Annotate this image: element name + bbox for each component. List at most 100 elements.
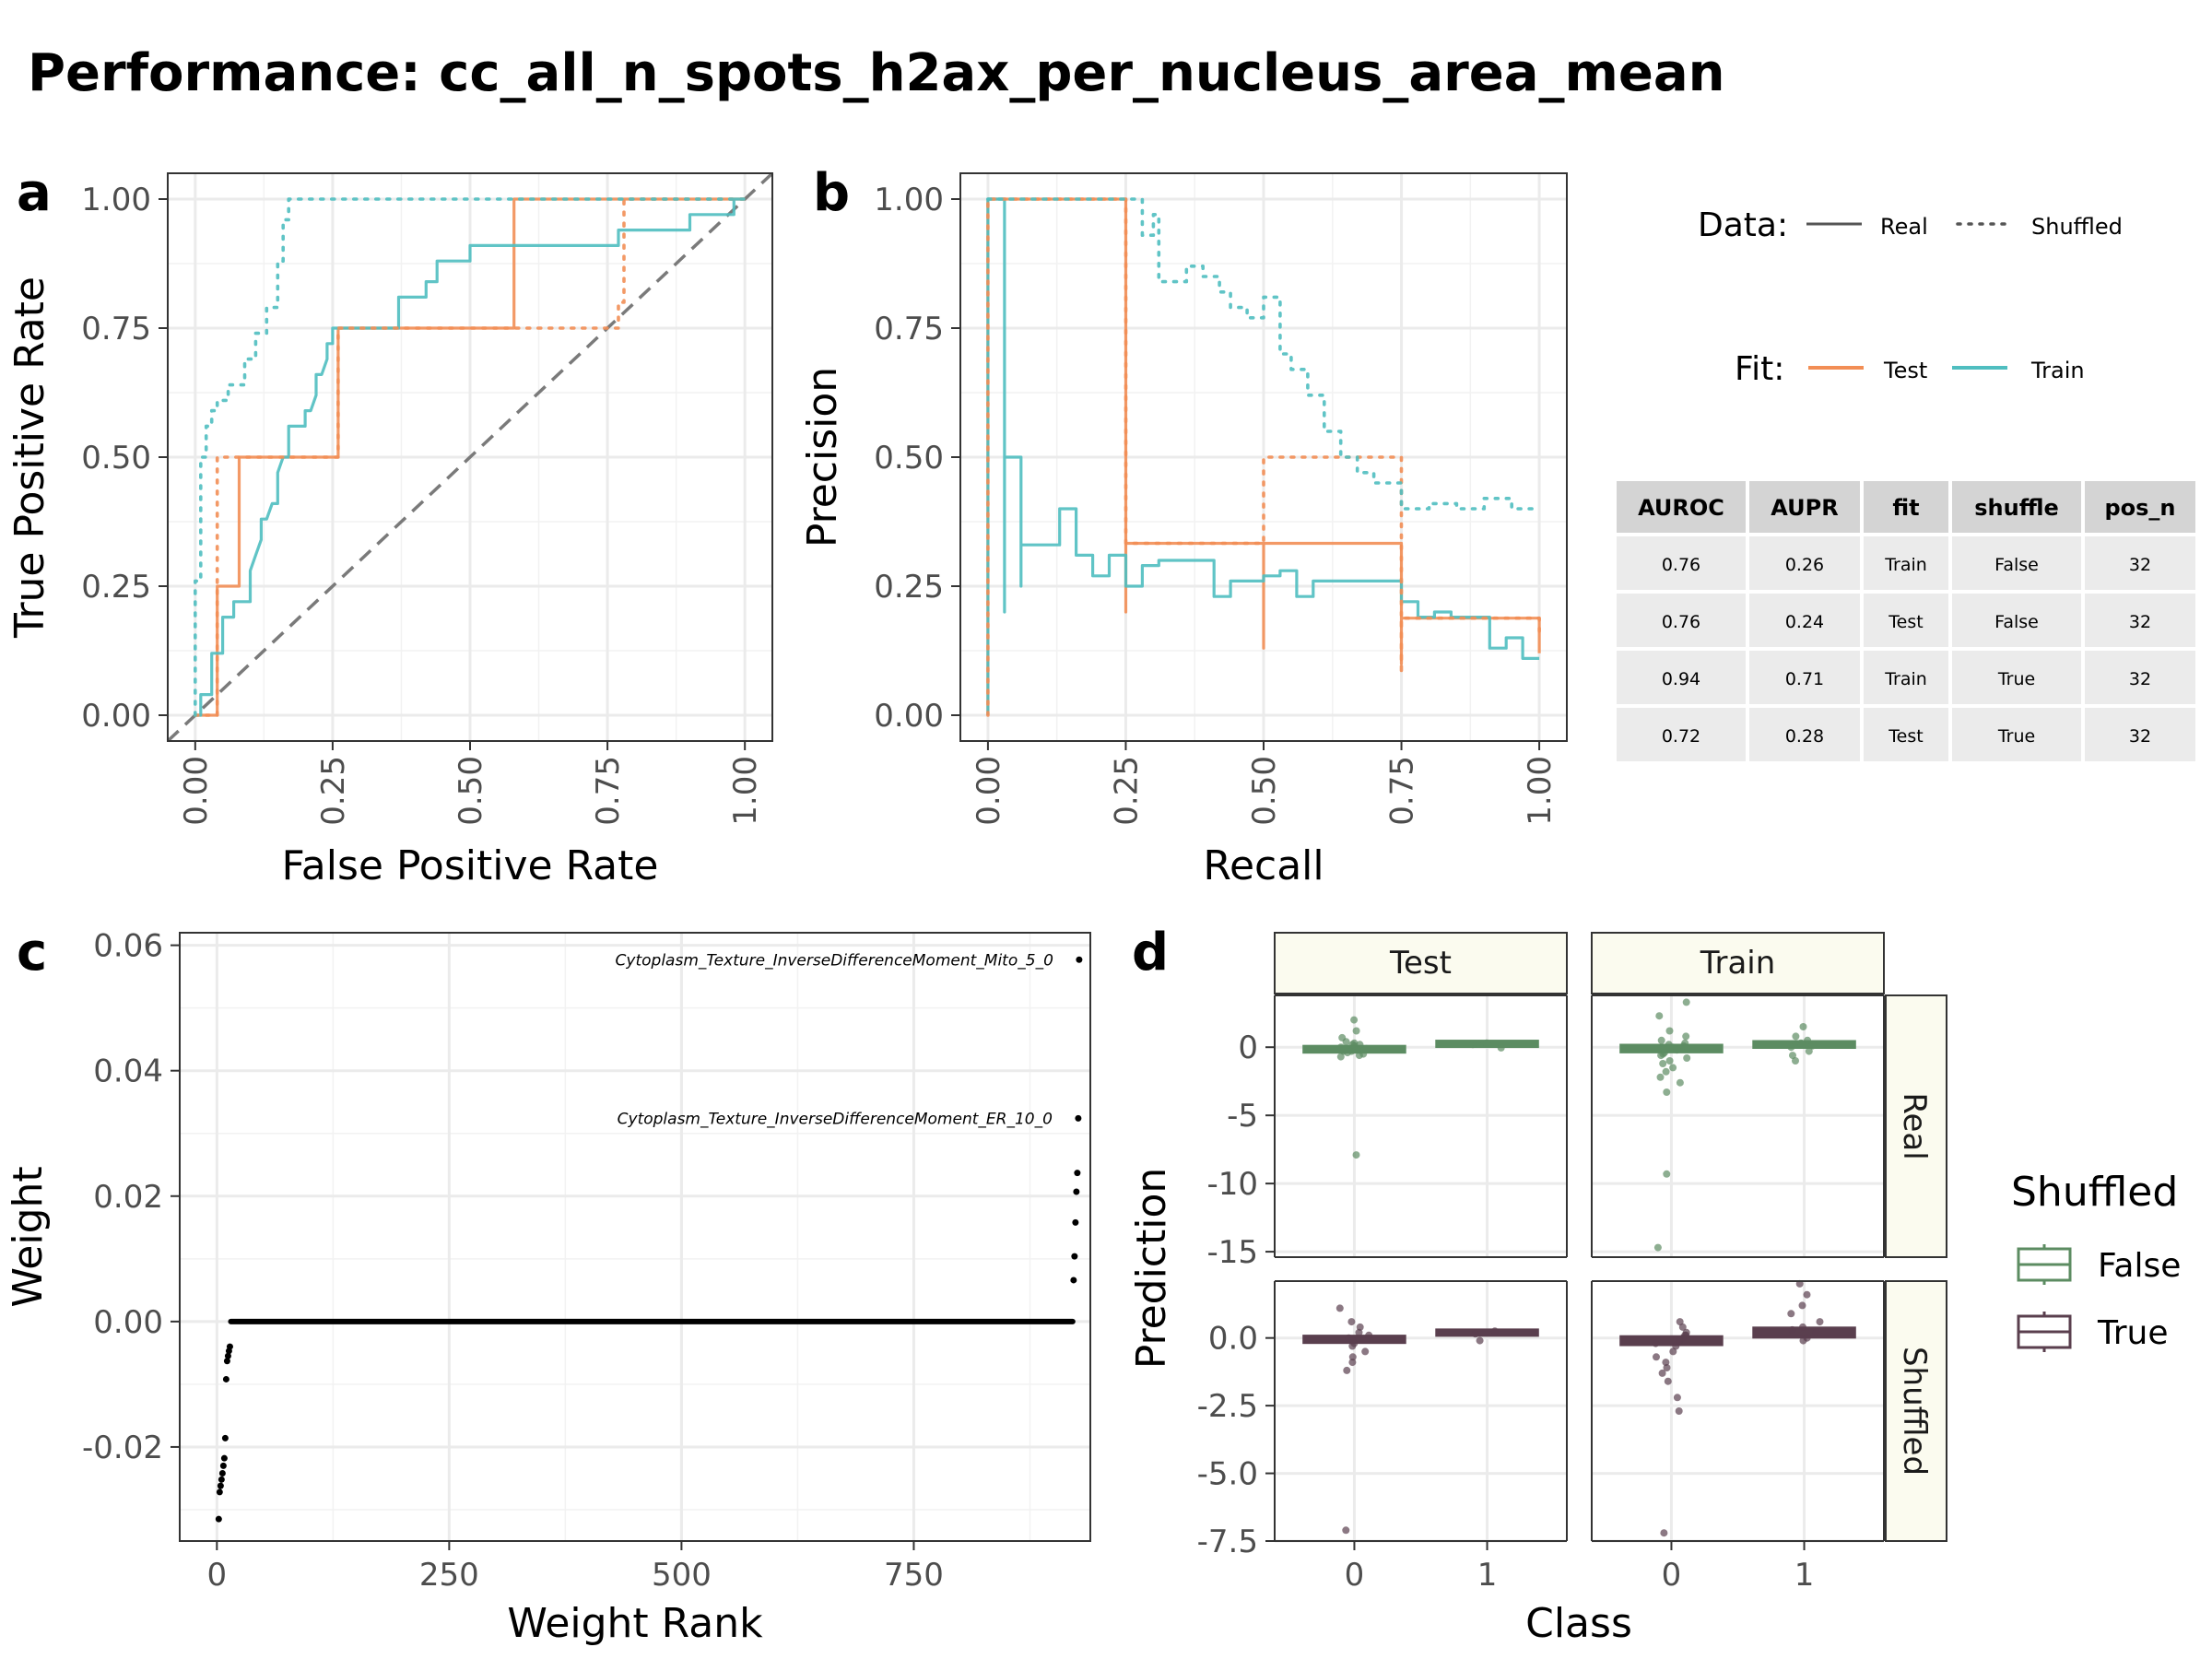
y-tick-label: -5.0 [1197, 1456, 1258, 1493]
facet-strip-test [1274, 932, 1568, 994]
panel-c: Cytoplasm_Texture_InverseDifferenceMomen… [5, 928, 1091, 1647]
jitter-point [1812, 1328, 1820, 1336]
table-cell-value: 32 [2129, 555, 2151, 575]
jitter-point [1348, 1359, 1357, 1367]
weight-point [221, 1434, 229, 1441]
jitter-point [1471, 1330, 1479, 1338]
jitter-point [1335, 1304, 1344, 1312]
jitter-point [1682, 998, 1690, 1006]
legend-shuffled-title: Shuffled [2011, 1169, 2178, 1216]
facet-strip-train [1591, 932, 1885, 994]
jitter-point [1799, 1323, 1806, 1331]
table-cell-value: Test [1888, 726, 1923, 747]
x-tick-label: 0 [1345, 1557, 1365, 1594]
y-tick-label: 0.25 [81, 569, 151, 606]
x-axis-label: False Positive Rate [282, 842, 659, 889]
jitter-point [1678, 1323, 1687, 1331]
jitter-point [1352, 1027, 1360, 1035]
legend-label-train: Train [2030, 358, 2085, 383]
x-tick-label: 0.25 [315, 756, 352, 826]
x-tick-label: 0 [1662, 1557, 1682, 1594]
weight-point [224, 1352, 231, 1359]
plot-background [180, 933, 1090, 1541]
jitter-point [1665, 1027, 1674, 1035]
table-cell-value: False [1994, 612, 2039, 632]
jitter-point [1788, 1325, 1796, 1334]
facet-strip-label: Shuffled [1896, 1347, 1933, 1476]
jitter-point [1663, 1170, 1671, 1178]
table-header-shuffle: shuffle [1974, 495, 2059, 521]
y-tick-label: 0.04 [93, 1053, 163, 1090]
table-cell-value: 32 [2129, 612, 2151, 632]
jitter-point [1355, 1052, 1363, 1060]
legend-fit-title: Fit: [1735, 350, 1784, 388]
jitter-point [1350, 1039, 1359, 1047]
jitter-point [1673, 1394, 1681, 1402]
jitter-point [1787, 1043, 1795, 1052]
plot-background [1592, 1281, 1884, 1541]
weight-point [1075, 1114, 1082, 1122]
metrics-table: AUROC AUPR fit shuffle pos_n 0.76 0.26 Train Fal… [1613, 477, 2199, 765]
legend-data-title: Data: [1698, 206, 1788, 244]
panel-label-c: c [17, 923, 47, 982]
facet-strip-label: Train [1700, 945, 1776, 982]
y-tick-label: -15 [1206, 1234, 1258, 1271]
x-tick-label: 0 [207, 1557, 228, 1594]
y-tick-label: -7.5 [1197, 1524, 1258, 1560]
table-cell-value: Train [1884, 669, 1927, 689]
jitter-point [1799, 1336, 1807, 1345]
table-cell [2081, 590, 2199, 651]
weight-point [222, 1375, 229, 1382]
weight-point [220, 1454, 228, 1462]
table-cell-value: 32 [2129, 726, 2151, 747]
jitter-point [1808, 1041, 1817, 1050]
legend-label-real: Real [1880, 214, 1928, 240]
table-cell [1948, 533, 2085, 594]
jitter-point [1342, 1038, 1350, 1046]
jitter-point [1664, 1377, 1672, 1385]
jitter-point [1663, 1364, 1671, 1371]
series-line-train-real [986, 197, 1540, 715]
jitter-point [1483, 1039, 1491, 1047]
x-tick-label: 750 [884, 1557, 944, 1594]
y-axis-label: True Positive Rate [6, 276, 53, 639]
panel-label-b: b [813, 163, 850, 223]
facet-strip-label: Real [1896, 1092, 1933, 1159]
weight-point [1076, 956, 1083, 963]
table-header-aupr: AUPR [1771, 495, 1838, 521]
jitter-point [1660, 1529, 1668, 1537]
y-tick-label: 0 [1238, 1030, 1258, 1066]
plot-background [1592, 995, 1884, 1257]
facet-panel [1591, 1279, 1885, 1543]
panel-b: 0.00 0.25 0.50 0.75 1.00 0.00 0.25 0.50 0.75 1.00… [799, 172, 1568, 889]
table-header-fit: fit [1892, 495, 1919, 521]
jitter-point [1676, 1336, 1683, 1345]
jitter-point [1356, 1041, 1364, 1049]
jitter-point [1679, 1041, 1688, 1050]
weight-point [1073, 1188, 1080, 1195]
jitter-point [1672, 1342, 1680, 1350]
table-cell-value: 0.24 [1785, 612, 1824, 632]
table-cell [2081, 647, 2199, 708]
plots-layer: 0.00 0.25 0.50 0.75 1.000.000.250.500.751.00… [5, 171, 1947, 1647]
feature-annotation: Cytoplasm_Texture_InverseDifferenceMomen… [618, 1110, 1053, 1128]
y-tick-label: 0.00 [81, 698, 151, 735]
jitter-point [1665, 1057, 1674, 1065]
panel-label-d: d [1132, 923, 1169, 982]
table-cell-value: 0.72 [1662, 726, 1700, 747]
jitter-point [1676, 1078, 1684, 1087]
y-tick-label: 0.0 [1208, 1321, 1258, 1358]
y-axis-label: Prediction [1128, 1168, 1175, 1370]
table-cell [1948, 590, 2085, 651]
table-cell-value: True [1997, 669, 2035, 689]
facet-strip-shuffled [1885, 1280, 1947, 1542]
legend-key-box-false [2017, 1244, 2072, 1285]
series-line-test-shuffled [194, 197, 747, 717]
weight-point [219, 1462, 227, 1469]
y-axis-label: Weight [5, 1166, 52, 1307]
jitter-point [1336, 1053, 1345, 1061]
y-tick-label: 0.50 [81, 440, 151, 477]
jitter-point [1653, 1243, 1662, 1252]
weight-point [223, 1358, 230, 1365]
table-cell-value: 0.28 [1785, 726, 1824, 747]
